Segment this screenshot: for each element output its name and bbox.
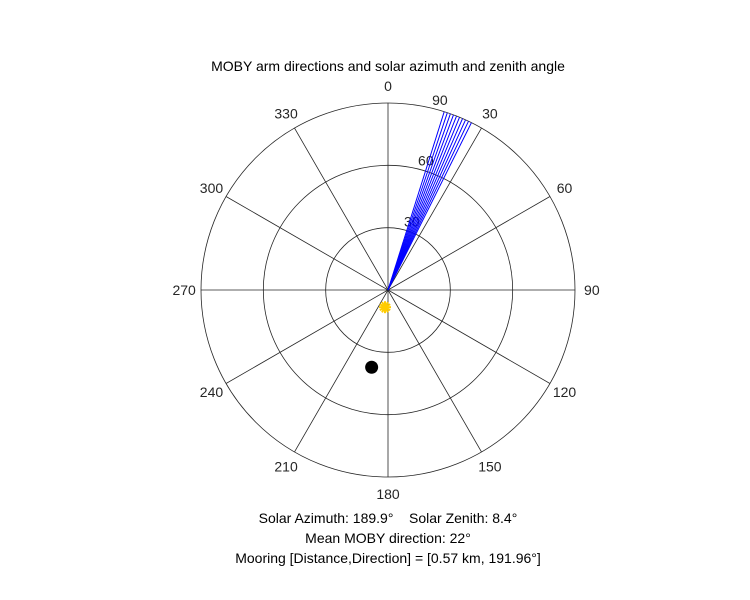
grid-spoke-150 (387, 289, 482, 453)
grid-spoke-300 (225, 196, 389, 291)
theta-tick-label: 0 (384, 78, 392, 94)
arm-line (387, 115, 458, 291)
theta-tick-label: 270 (172, 282, 196, 298)
grid-spoke-30 (387, 127, 482, 291)
markers (365, 301, 391, 374)
theta-tick-label: 240 (200, 384, 224, 400)
chart-title: MOBY arm directions and solar azimuth an… (211, 58, 565, 74)
grid-spoke-240 (225, 289, 389, 384)
arm-lines (387, 111, 472, 291)
arm-line (387, 117, 461, 291)
theta-tick-label: 60 (557, 180, 573, 196)
theta-tick-label: 150 (478, 459, 502, 475)
theta-tick-label: 210 (274, 459, 298, 475)
moby-direction-annotation: Mean MOBY direction: 22° (305, 530, 471, 546)
theta-tick-label: 300 (200, 180, 224, 196)
arm-line (387, 114, 454, 291)
theta-tick-label: 30 (482, 105, 498, 121)
polar-grid (200, 102, 576, 478)
arm-line (387, 112, 448, 291)
theta-tick-label: 90 (584, 282, 600, 298)
mooring-annotation: Mooring [Distance,Direction] = [0.57 km,… (235, 550, 541, 566)
mooring-marker (365, 360, 379, 374)
solar-annotation: Solar Azimuth: 189.9° Solar Zenith: 8.4° (259, 510, 518, 526)
theta-tick-labels: 0 30 60 90 120 150 180 210 240 270 300 330 (172, 78, 599, 502)
arm-line (387, 121, 469, 291)
grid-spoke-210 (294, 289, 389, 453)
arm-line (387, 118, 464, 291)
grid-spoke-120 (387, 289, 551, 384)
radial-tick-label: 90 (432, 92, 448, 108)
theta-tick-label: 180 (376, 486, 400, 502)
grid-spoke-330 (294, 127, 389, 291)
arm-line (387, 122, 472, 291)
arm-line (387, 111, 445, 291)
theta-tick-label: 330 (274, 105, 298, 121)
grid-spoke-60 (387, 196, 551, 291)
arm-line (387, 113, 451, 291)
arm-line (387, 119, 467, 291)
theta-tick-label: 120 (553, 384, 577, 400)
sun-marker (378, 301, 391, 314)
